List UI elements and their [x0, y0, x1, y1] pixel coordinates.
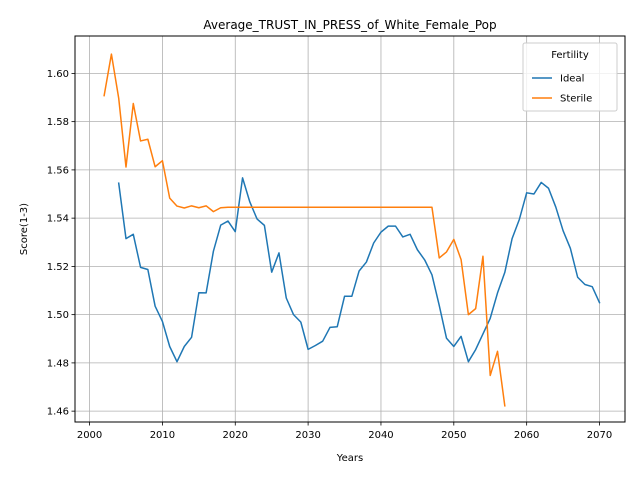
- legend-title: Fertility: [551, 50, 589, 61]
- x-tick-label: 2040: [368, 430, 393, 441]
- legend-label-sterile: Sterile: [560, 94, 592, 105]
- series-lines: [103, 53, 601, 407]
- series-line-ideal: [117, 177, 601, 363]
- x-tick-label: 2070: [587, 430, 612, 441]
- x-tick-label: 2020: [223, 430, 248, 441]
- legend-label-ideal: Ideal: [560, 74, 584, 85]
- x-tick-label: 2010: [150, 430, 175, 441]
- y-tick-label: 1.48: [47, 358, 69, 369]
- x-tick-label: 2000: [77, 430, 102, 441]
- y-tick-label: 1.46: [47, 407, 69, 418]
- y-axis-title: Score(1-3): [19, 203, 30, 255]
- y-tick-label: 1.60: [47, 69, 69, 80]
- y-tick-label: 1.50: [47, 310, 69, 321]
- x-tick-label: 2050: [441, 430, 466, 441]
- legend-box: [522, 42, 618, 112]
- y-tick-label: 1.58: [47, 117, 69, 128]
- x-axis-title: Years: [336, 453, 363, 464]
- ticks: 2000 2010 2020 2030 2040 2050 2060 2070 1.46 1.48…: [47, 69, 612, 441]
- x-tick-label: 2030: [295, 430, 320, 441]
- y-tick-label: 1.54: [47, 214, 69, 225]
- chart-title: Average_TRUST_IN_PRESS_of_White_Female_P…: [203, 18, 496, 32]
- x-tick-label: 2060: [514, 430, 539, 441]
- y-tick-label: 1.52: [47, 262, 69, 273]
- axes-frame: [74, 35, 626, 423]
- legend: Fertility Ideal Sterile: [522, 42, 618, 112]
- y-tick-label: 1.56: [47, 165, 69, 176]
- series-line-sterile: [103, 53, 506, 407]
